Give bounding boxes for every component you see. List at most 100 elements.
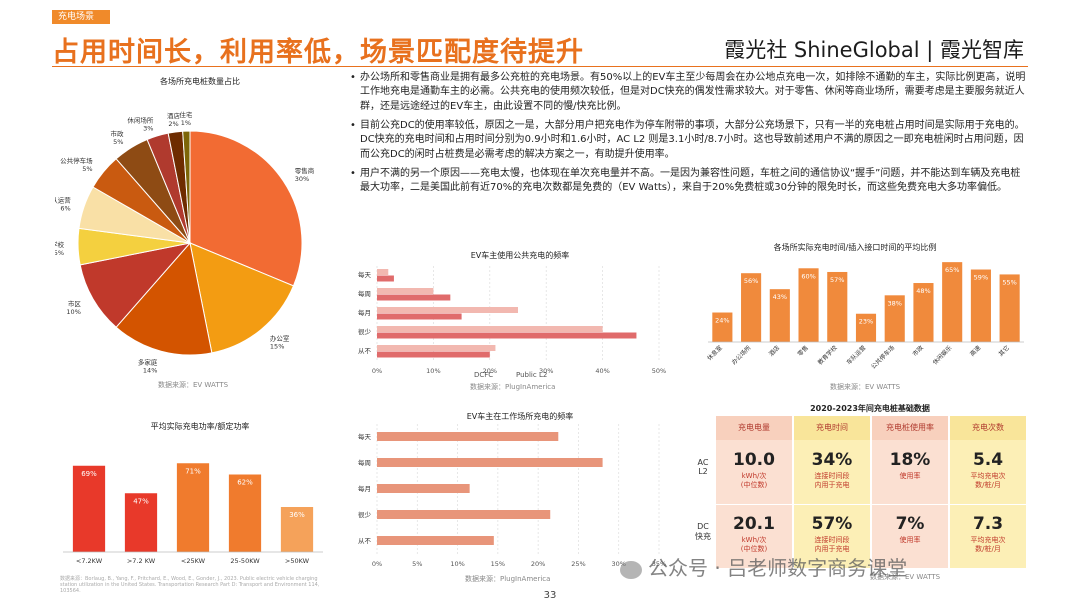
bullet-icon: • bbox=[350, 72, 356, 83]
bar-value-label: 55% bbox=[1002, 278, 1016, 286]
paragraph: • 用户不满的另一个原因——充电太慢，也体现在单次充电量并不高。一是因为兼容性问题… bbox=[350, 167, 1028, 196]
table-header: 充电电量 bbox=[716, 416, 792, 440]
bar-value-label: 62% bbox=[237, 479, 253, 487]
pie-slice-label: 办公室 bbox=[270, 333, 290, 342]
x-tick-label: 20% bbox=[483, 367, 497, 375]
category-label: 25-50KW bbox=[230, 557, 260, 565]
legend-label: Public L2 bbox=[516, 371, 548, 379]
category-label: >50KW bbox=[285, 557, 310, 565]
bar-value-label: 47% bbox=[133, 497, 149, 505]
x-tick-label: 30% bbox=[539, 367, 553, 375]
bar bbox=[377, 288, 434, 294]
pie-slice-pct: 15% bbox=[270, 342, 284, 350]
category-label: 零售 bbox=[796, 344, 810, 358]
bar bbox=[741, 273, 762, 342]
bullet-icon: • bbox=[350, 120, 356, 131]
bar bbox=[280, 507, 314, 552]
table-column bbox=[794, 416, 870, 568]
bar bbox=[827, 271, 848, 342]
x-tick-label: 30% bbox=[611, 560, 625, 568]
table-value-note: 平均充电次 数/桩/月 bbox=[970, 472, 1006, 489]
pie-slice-pct: 1% bbox=[181, 119, 191, 127]
x-tick-label: 40% bbox=[595, 367, 609, 375]
x-tick-label: 5% bbox=[412, 560, 422, 568]
watermark: 公众号 · 吕老师数字商务课堂 bbox=[620, 552, 907, 581]
occupancy-title: 各场所实际充电时间/插入接口时间的平均比例 bbox=[773, 243, 937, 252]
table-value: 7% bbox=[895, 514, 925, 534]
table-row-divider bbox=[716, 504, 1028, 505]
wechat-icon bbox=[620, 560, 642, 579]
table-column bbox=[716, 416, 792, 568]
table-value-note: 使用率 bbox=[899, 536, 921, 544]
pie-slice-label: 多家庭 bbox=[138, 358, 158, 367]
bar bbox=[377, 536, 494, 545]
table-value: 5.4 bbox=[972, 450, 1004, 470]
freq-public-title: EV车主使用公共充电的频率 bbox=[470, 251, 570, 260]
table-header: 充电时间 bbox=[794, 416, 870, 440]
data-table: 充电电量 充电时间 充电桩使用率 充电次数 AC L2 10.0 kWh/次 (中位数) 34… bbox=[690, 416, 1028, 568]
pie-slice-label: 市政 bbox=[110, 129, 124, 138]
table-header: 充电桩使用率 bbox=[872, 416, 948, 440]
pie-slice-label: 市区 bbox=[68, 299, 82, 308]
bar-value-label: 43% bbox=[773, 293, 787, 301]
bullet-icon: • bbox=[350, 168, 356, 179]
bar bbox=[999, 274, 1020, 342]
table-value: 20.1 bbox=[733, 514, 775, 534]
table-row-label: AC L2 bbox=[697, 458, 709, 476]
brand-logo-text: 霞光社 ShineGlobal | 霞光智库 bbox=[724, 38, 1024, 62]
page-title: 占用时间长，利用率低，场景匹配度待提升 bbox=[52, 37, 584, 68]
bar-value-label: 65% bbox=[945, 266, 959, 274]
pie-slice-pct: 30% bbox=[295, 175, 309, 183]
table-column bbox=[872, 416, 948, 568]
bar bbox=[377, 307, 518, 313]
table-column bbox=[950, 416, 1026, 568]
bar bbox=[377, 326, 603, 332]
category-label: 从不 bbox=[358, 537, 372, 545]
bar bbox=[769, 289, 790, 342]
occupancy-chart: 24% 休息室 56% 办公场所 43% 酒店 60% 零售 57% 教育学校 23% 车队运营 38%… bbox=[705, 262, 1024, 371]
legend-label: DCFC bbox=[474, 371, 494, 379]
power-title: 平均实际充电功率/额定功率 bbox=[150, 422, 250, 431]
bar-value-label: 38% bbox=[888, 299, 902, 307]
category-label: 每月 bbox=[358, 484, 371, 493]
table-value: 10.0 bbox=[733, 450, 775, 470]
bar bbox=[377, 484, 470, 493]
category-label: 教育学校 bbox=[816, 344, 839, 367]
x-tick-label: 10% bbox=[450, 560, 464, 568]
bar bbox=[377, 510, 551, 519]
pie-slice-pct: 14% bbox=[143, 367, 157, 375]
category-label: 休闲娱乐 bbox=[931, 344, 954, 367]
bar bbox=[377, 458, 603, 467]
power-chart: 69% <7.2KW 47% >7.2 KW 71% <25KW 62% 25-50KW 36%… bbox=[63, 463, 323, 565]
bar-value-label: 23% bbox=[859, 318, 873, 326]
category-label: >7.2 KW bbox=[127, 557, 156, 565]
category-label: 市政 bbox=[911, 344, 925, 358]
bar bbox=[377, 275, 394, 282]
bar bbox=[377, 351, 490, 358]
pie-slice-pct: 10% bbox=[66, 308, 80, 316]
category-label: 每天 bbox=[358, 270, 372, 279]
table-value: 7.3 bbox=[972, 514, 1004, 534]
x-tick-label: 50% bbox=[652, 367, 666, 375]
table-source: 数据来源：EV WATTS bbox=[870, 573, 941, 581]
section-tag: 充电场景 bbox=[52, 10, 110, 24]
bar-value-label: 71% bbox=[185, 467, 201, 475]
category-label: 酒店 bbox=[767, 344, 781, 358]
pie-slice-label: 车队运营 bbox=[55, 195, 71, 204]
category-label: 从不 bbox=[358, 347, 372, 355]
category-label: 其它 bbox=[997, 344, 1011, 358]
table-value: 57% bbox=[811, 514, 853, 534]
freq-work-source: 数据来源：PlugInAmerica bbox=[465, 575, 551, 583]
page-number: 33 bbox=[543, 590, 557, 601]
table-value-note: 平均充电次 数/桩/月 bbox=[970, 536, 1006, 553]
pie-slice-pct: 5% bbox=[82, 165, 92, 173]
bar bbox=[712, 312, 733, 342]
bar-value-label: 48% bbox=[916, 287, 930, 295]
bar-value-label: 56% bbox=[744, 277, 758, 285]
x-tick-label: 0% bbox=[372, 367, 382, 375]
table-value-note: 连接时间段 内用于充电 bbox=[814, 536, 850, 553]
freq-work-title: EV车主在工作场所充电的频率 bbox=[466, 412, 574, 421]
bar bbox=[72, 465, 106, 552]
